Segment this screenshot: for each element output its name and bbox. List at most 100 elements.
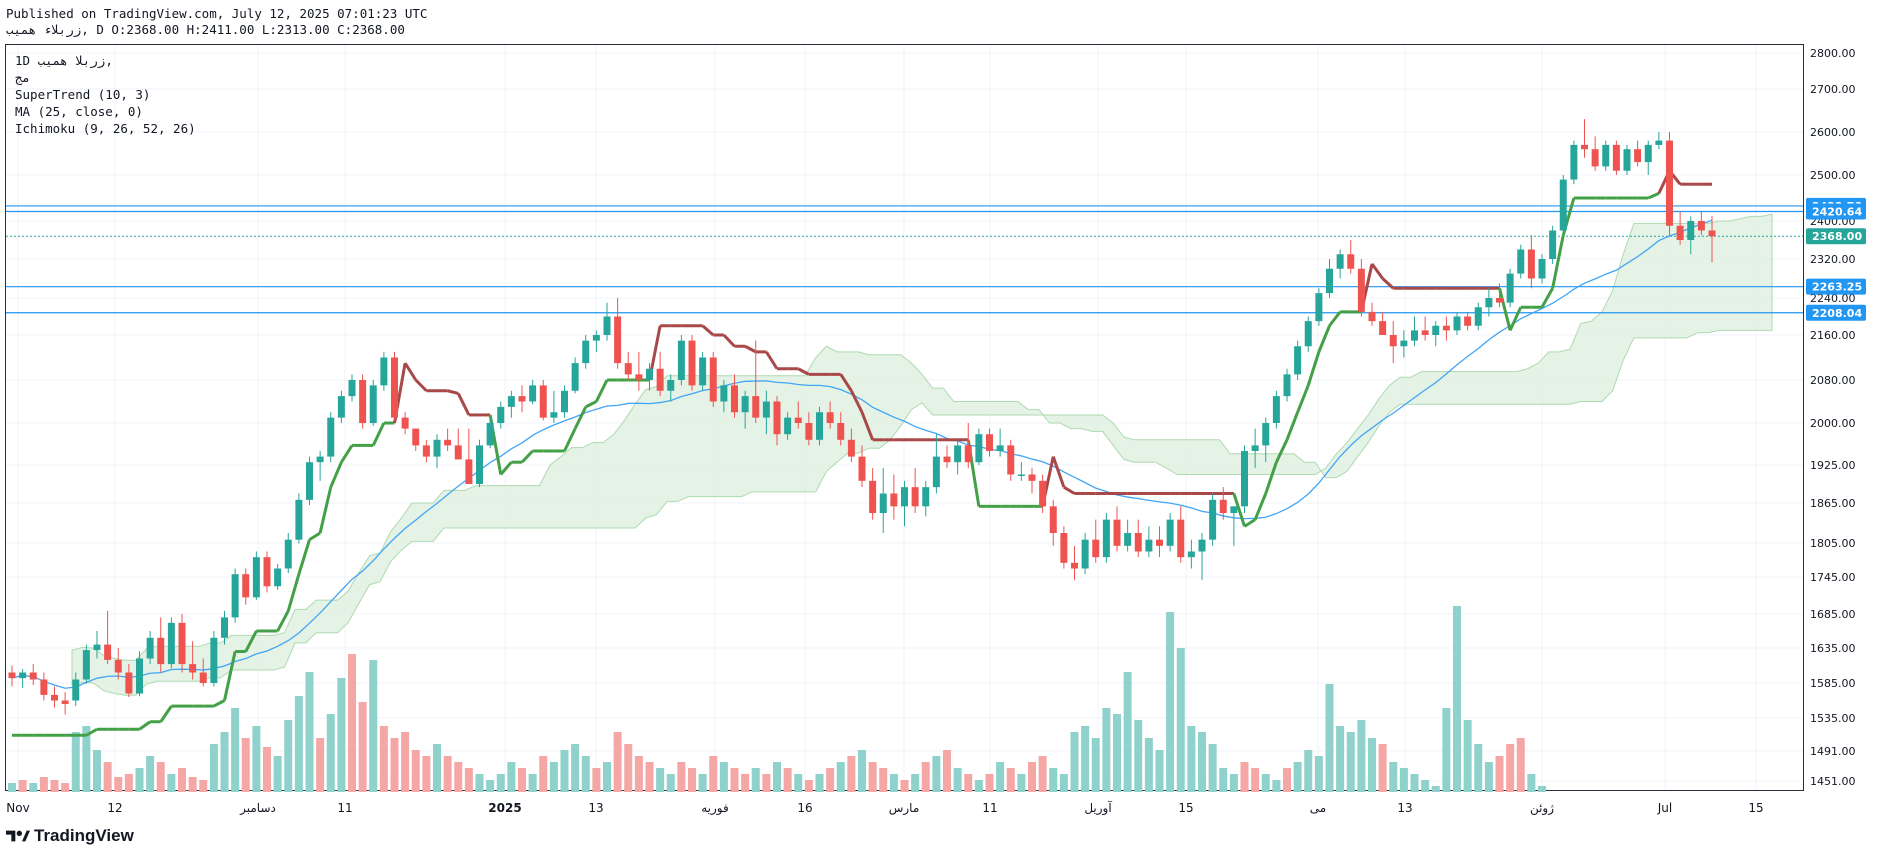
legend-ma[interactable]: MA (25, close, 0) — [15, 104, 143, 119]
candle-body[interactable] — [29, 672, 37, 680]
candle-body[interactable] — [1230, 506, 1238, 513]
candle-body[interactable] — [359, 380, 367, 423]
candle-body[interactable] — [677, 340, 685, 380]
candle-body[interactable] — [1187, 551, 1195, 558]
candle-body[interactable] — [295, 499, 303, 540]
candle-body[interactable] — [1421, 330, 1429, 335]
legend-ichimoku[interactable]: Ichimoku (9, 26, 52, 26) — [15, 121, 196, 136]
candle-body[interactable] — [157, 637, 165, 665]
candle-body[interactable] — [1506, 273, 1514, 303]
candle-body[interactable] — [901, 487, 908, 507]
candle-body[interactable] — [1676, 225, 1684, 240]
candle-body[interactable] — [61, 700, 69, 705]
candle-body[interactable] — [40, 679, 48, 695]
candle-body[interactable] — [773, 401, 781, 435]
candle-body[interactable] — [869, 480, 877, 513]
candle-body[interactable] — [741, 396, 749, 413]
candle-body[interactable] — [1251, 445, 1259, 451]
candle-body[interactable] — [1156, 539, 1163, 546]
candle-body[interactable] — [93, 644, 101, 651]
candle-body[interactable] — [550, 412, 558, 418]
candle-body[interactable] — [1177, 519, 1185, 558]
candle-body[interactable] — [507, 396, 515, 407]
candle-body[interactable] — [476, 445, 483, 484]
candle-body[interactable] — [614, 316, 622, 364]
candle-body[interactable] — [731, 385, 738, 413]
candle-body[interactable] — [582, 340, 590, 364]
candle-body[interactable] — [1145, 539, 1153, 552]
candle-body[interactable] — [210, 637, 218, 683]
candle-body[interactable] — [433, 439, 441, 457]
candle-body[interactable] — [231, 574, 239, 618]
candle-body[interactable] — [19, 672, 27, 679]
candle-body[interactable] — [603, 316, 611, 336]
candle-body[interactable] — [1496, 298, 1503, 303]
candle-body[interactable] — [1400, 340, 1408, 347]
candle-body[interactable] — [762, 401, 770, 418]
candle-body[interactable] — [784, 417, 792, 435]
candle-body[interactable] — [688, 340, 696, 386]
candle-body[interactable] — [624, 363, 632, 375]
tradingview-brand[interactable]: TradingView — [6, 826, 134, 846]
candle-body[interactable] — [1272, 396, 1280, 423]
candle-body[interactable] — [412, 428, 420, 446]
candle-body[interactable] — [1708, 230, 1716, 237]
candle-body[interactable] — [816, 412, 823, 440]
candle-body[interactable] — [1039, 480, 1047, 507]
candle-body[interactable] — [518, 396, 526, 402]
candle-body[interactable] — [104, 644, 112, 660]
candle-body[interactable] — [1092, 539, 1100, 558]
candle-body[interactable] — [571, 363, 579, 391]
candle-body[interactable] — [1368, 311, 1376, 322]
candle-body[interactable] — [826, 412, 834, 423]
candle-body[interactable] — [975, 434, 983, 463]
candle-body[interactable] — [1432, 325, 1440, 335]
candle-body[interactable] — [943, 456, 951, 463]
candle-body[interactable] — [1527, 249, 1535, 279]
candle-body[interactable] — [1538, 259, 1546, 279]
candle-body[interactable] — [1453, 316, 1461, 331]
candle-body[interactable] — [1315, 293, 1323, 322]
candle-body[interactable] — [592, 335, 600, 341]
candle-body[interactable] — [1485, 298, 1493, 308]
candle-body[interactable] — [8, 672, 16, 679]
candle-body[interactable] — [82, 650, 90, 680]
candle-body[interactable] — [146, 637, 154, 659]
candle-body[interactable] — [1347, 254, 1355, 269]
candle-body[interactable] — [1060, 533, 1068, 563]
candle-body[interactable] — [51, 694, 58, 701]
candle-body[interactable] — [1549, 230, 1557, 260]
candle-body[interactable] — [284, 539, 292, 569]
candle-body[interactable] — [454, 445, 462, 460]
candle-body[interactable] — [369, 385, 377, 423]
candle-body[interactable] — [1241, 451, 1248, 507]
candle-body[interactable] — [709, 357, 717, 402]
candle-body[interactable] — [805, 423, 813, 440]
candle-body[interactable] — [1124, 533, 1132, 546]
candle-body[interactable] — [391, 357, 398, 418]
candle-body[interactable] — [1357, 268, 1365, 312]
candle-body[interactable] — [1623, 149, 1631, 171]
candle-body[interactable] — [316, 456, 324, 463]
candle-body[interactable] — [656, 368, 664, 391]
candle-body[interactable] — [1198, 539, 1206, 552]
candle-body[interactable] — [922, 487, 930, 507]
candle-body[interactable] — [274, 568, 282, 587]
candle-body[interactable] — [1389, 335, 1397, 347]
moving-average-line[interactable] — [11, 219, 1713, 689]
candle-body[interactable] — [1666, 140, 1673, 226]
candle-body[interactable] — [890, 493, 898, 507]
candle-body[interactable] — [837, 423, 845, 440]
candle-body[interactable] — [1304, 321, 1312, 347]
candle-body[interactable] — [72, 679, 80, 701]
candle-body[interactable] — [1559, 179, 1567, 231]
candle-body[interactable] — [1262, 423, 1270, 446]
candle-body[interactable] — [794, 417, 802, 423]
candle-body[interactable] — [954, 445, 962, 463]
candle-body[interactable] — [1644, 144, 1652, 163]
candle-body[interactable] — [847, 439, 855, 457]
candle-body[interactable] — [380, 357, 388, 386]
candle-body[interactable] — [1581, 144, 1588, 150]
candle-body[interactable] — [497, 406, 505, 423]
candle-body[interactable] — [465, 459, 473, 484]
